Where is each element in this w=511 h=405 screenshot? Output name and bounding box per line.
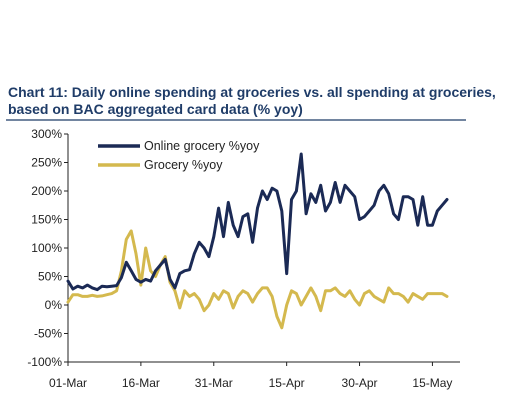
- x-tick-label: 31-Mar: [195, 376, 233, 390]
- x-axis-ticks: 01-Mar 16-Mar 31-Mar 15-Apr 30-Apr 15-May: [49, 362, 452, 390]
- x-tick-label: 15-Apr: [269, 376, 305, 390]
- legend: Online grocery %yoy Grocery %yoy: [98, 139, 260, 172]
- series-line-grocery-yoy: [66, 229, 449, 330]
- y-tick-label: 50%: [38, 270, 62, 284]
- legend-label-online: Online grocery %yoy: [144, 139, 260, 153]
- y-axis-ticks: 300% 250% 200% 150% 100% 50% 0% -50% -100%: [27, 127, 68, 369]
- y-tick-label: -50%: [34, 327, 62, 341]
- legend-label-grocery: Grocery %yoy: [144, 158, 223, 172]
- y-tick-label: 150%: [31, 213, 62, 227]
- y-tick-label: 300%: [31, 127, 62, 141]
- series-lines: [66, 152, 449, 330]
- chart-title: Chart 11: Daily online spending at groce…: [8, 84, 496, 100]
- series-line-online-grocery-yoy: [66, 152, 449, 292]
- x-tick-label: 16-Mar: [122, 376, 160, 390]
- x-tick-label: 30-Apr: [342, 376, 378, 390]
- y-tick-label: 0%: [45, 298, 63, 312]
- x-tick-label: 15-May: [412, 376, 452, 390]
- chart-subtitle: based on BAC aggregated card data (% yoy…: [8, 101, 303, 117]
- x-tick-label: 01-Mar: [49, 376, 87, 390]
- y-tick-label: 200%: [31, 184, 62, 198]
- y-tick-label: 100%: [31, 241, 62, 255]
- y-tick-label: 250%: [31, 156, 62, 170]
- y-tick-label: -100%: [27, 355, 62, 369]
